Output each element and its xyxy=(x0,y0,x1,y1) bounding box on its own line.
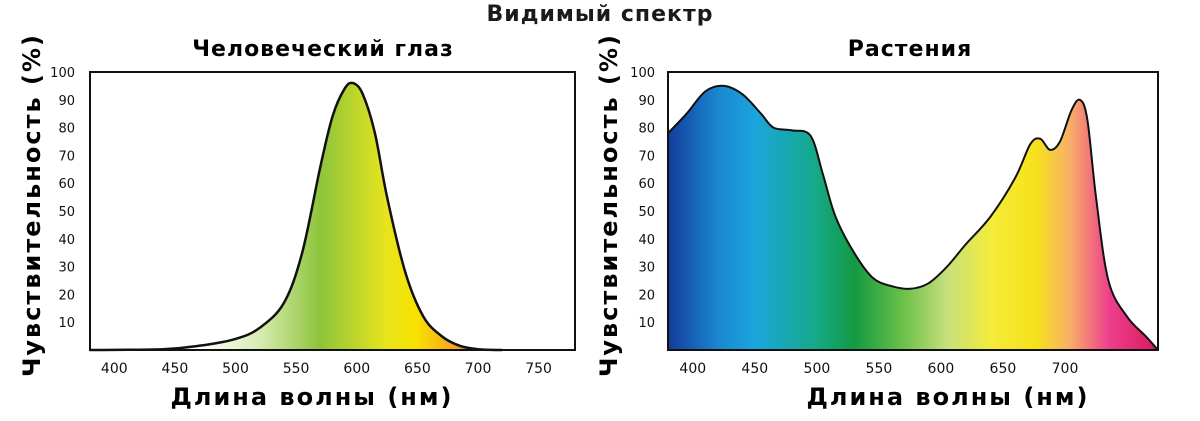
y-tick-label: 30 xyxy=(58,261,75,276)
y-axis-label: Чувствительность (%) xyxy=(18,33,46,377)
y-tick-label: 30 xyxy=(638,261,655,276)
y-tick-label: 40 xyxy=(638,233,655,248)
y-tick-label: 20 xyxy=(638,288,655,303)
y-tick-label: 50 xyxy=(58,205,75,220)
y-tick-label: 50 xyxy=(638,205,655,220)
x-tick-label: 700 xyxy=(465,361,492,377)
main-title: Видимый спектр xyxy=(486,2,714,27)
y-tick-label: 100 xyxy=(630,66,655,81)
x-tick-labels: 400 450 500 550 600 650 700 xyxy=(679,361,1078,377)
series-line xyxy=(667,84,1159,351)
x-tick-label: 650 xyxy=(990,361,1017,377)
x-tick-label: 550 xyxy=(283,361,310,377)
chart-title: Человеческий глаз xyxy=(192,37,454,62)
series-area xyxy=(90,82,503,350)
x-tick-label: 400 xyxy=(679,361,706,377)
x-axis-label: Длина волны (нм) xyxy=(171,383,454,411)
y-tick-label: 90 xyxy=(638,94,655,109)
x-axis-label: Длина волны (нм) xyxy=(807,383,1090,411)
x-tick-label: 500 xyxy=(804,361,831,377)
x-tick-label: 550 xyxy=(866,361,893,377)
x-tick-label: 450 xyxy=(741,361,768,377)
plot-frame xyxy=(667,71,1159,351)
y-tick-labels: 10 20 30 40 50 60 70 80 90 100 xyxy=(630,66,655,331)
x-tick-labels: 400 450 500 550 600 650 700 750 xyxy=(101,361,552,377)
y-tick-label: 40 xyxy=(58,233,75,248)
x-tick-label: 650 xyxy=(404,361,431,377)
x-tick-label: 750 xyxy=(525,361,552,377)
y-tick-label: 70 xyxy=(58,149,75,164)
x-tick-label: 500 xyxy=(222,361,249,377)
y-tick-label: 60 xyxy=(638,177,655,192)
y-tick-label: 20 xyxy=(58,288,75,303)
y-tick-label: 80 xyxy=(638,122,655,137)
y-tick-labels: 10 20 30 40 50 60 70 80 90 100 xyxy=(50,66,75,331)
chart-title: Растения xyxy=(848,37,972,62)
y-tick-label: 10 xyxy=(638,316,655,331)
series-line xyxy=(89,81,503,352)
series-area xyxy=(668,85,1158,351)
plot-frame xyxy=(89,71,576,351)
x-tick-label: 600 xyxy=(928,361,955,377)
y-tick-label: 90 xyxy=(58,94,75,109)
x-tick-label: 600 xyxy=(343,361,370,377)
y-tick-label: 60 xyxy=(58,177,75,192)
y-axis-label: Чувствительность (%) xyxy=(595,33,623,377)
x-tick-label: 400 xyxy=(101,361,128,377)
y-tick-label: 70 xyxy=(638,149,655,164)
x-tick-label: 450 xyxy=(162,361,189,377)
y-tick-label: 10 xyxy=(58,316,75,331)
y-tick-label: 80 xyxy=(58,122,75,137)
chart-plants: Растения 400 450 500 550 600 650 700 10 20 30 40 5… xyxy=(595,33,1159,411)
chart-human-eye: Человеческий глаз 400 450 500 550 600 650 700 7… xyxy=(18,33,576,411)
x-tick-label: 700 xyxy=(1052,361,1079,377)
y-tick-label: 100 xyxy=(50,66,75,81)
